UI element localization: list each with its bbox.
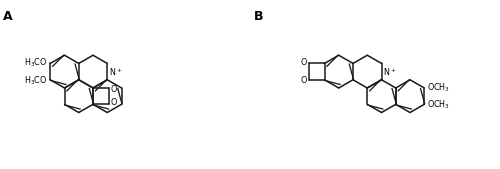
Text: O: O [300, 76, 307, 85]
Text: O: O [300, 58, 307, 67]
Text: OCH$_3$: OCH$_3$ [426, 81, 450, 94]
Text: O: O [110, 98, 117, 107]
Text: N$^+$: N$^+$ [110, 66, 122, 78]
Text: H$_3$CO: H$_3$CO [24, 74, 48, 87]
Text: N$^+$: N$^+$ [384, 66, 397, 78]
Text: OCH$_3$: OCH$_3$ [426, 99, 450, 111]
Text: A: A [2, 10, 12, 23]
Text: H$_3$CO: H$_3$CO [24, 57, 48, 69]
Text: B: B [254, 10, 264, 23]
Text: O: O [110, 86, 117, 94]
